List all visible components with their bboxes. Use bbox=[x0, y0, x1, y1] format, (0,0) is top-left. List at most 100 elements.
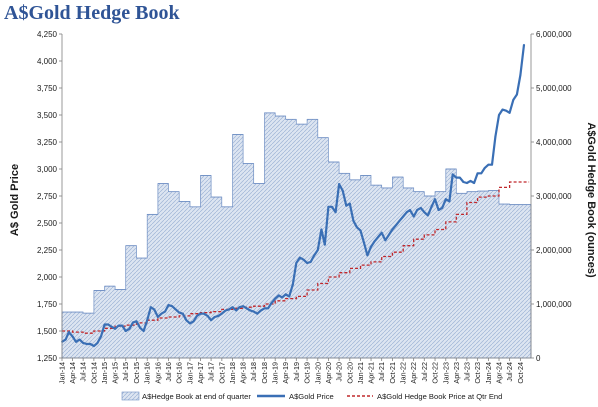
gold-price-point bbox=[213, 316, 216, 318]
y-tick-label-left: 4,250 bbox=[37, 30, 58, 39]
gold-price-point bbox=[320, 228, 323, 231]
x-tick-label: Oct-19 bbox=[303, 362, 312, 384]
x-tick-label: Apr-22 bbox=[409, 362, 418, 384]
x-tick-label: Jul-14 bbox=[79, 362, 88, 382]
gold-price-point bbox=[114, 327, 117, 330]
gold-price-point bbox=[341, 189, 344, 192]
gold-price-point bbox=[96, 341, 99, 344]
gold-price-point bbox=[423, 211, 426, 214]
gold-price-point bbox=[245, 307, 248, 310]
x-tick-label: Jul-17 bbox=[207, 362, 216, 382]
y-tick-label-left: 2,000 bbox=[37, 273, 58, 282]
gold-price-point bbox=[103, 323, 106, 326]
hedge-price-line bbox=[62, 181, 530, 334]
y-tick-label-right: 5,000,000 bbox=[536, 84, 572, 93]
gold-price-point bbox=[263, 307, 266, 310]
gold-price-point bbox=[487, 163, 490, 166]
gold-price-point bbox=[455, 176, 458, 179]
gold-price-point bbox=[331, 205, 333, 208]
gold-price-point bbox=[181, 312, 184, 315]
gold-price-point bbox=[377, 236, 380, 238]
x-tick-label: Apr-18 bbox=[239, 362, 248, 384]
gold-price-point bbox=[466, 182, 468, 184]
gold-price-point bbox=[288, 295, 291, 298]
y-tick-label-left: 4,000 bbox=[37, 57, 58, 66]
x-tick-label: Oct-14 bbox=[89, 362, 98, 384]
gold-price-point bbox=[195, 314, 198, 317]
gold-price-point bbox=[260, 309, 262, 312]
y-tick-label-left: 1,750 bbox=[37, 300, 58, 309]
y-tick-label-right: 4,000,000 bbox=[536, 138, 572, 147]
gold-price-point bbox=[128, 327, 131, 330]
gold-price-point bbox=[139, 326, 142, 329]
gold-price-point bbox=[189, 322, 191, 325]
x-tick-label: Jul-24 bbox=[505, 362, 514, 382]
gold-price-point bbox=[270, 302, 273, 304]
gold-price-point bbox=[302, 258, 305, 261]
y-tick-label-right: 0 bbox=[536, 354, 541, 363]
gold-price-point bbox=[416, 209, 419, 211]
x-tick-label: Apr-21 bbox=[367, 362, 376, 384]
x-tick-label: Jul-20 bbox=[335, 362, 344, 382]
gold-price-point bbox=[316, 249, 319, 251]
x-tick-label: Jan-15 bbox=[100, 362, 109, 384]
axes: 1,250 1,500 1,750 2,000 2,250 2,500 2,750 3,000… bbox=[37, 30, 572, 384]
gold-price-point bbox=[444, 198, 447, 201]
y-tick-label-left: 1,250 bbox=[37, 354, 58, 363]
gold-price-point bbox=[494, 135, 497, 138]
gold-price-point bbox=[274, 297, 277, 300]
gold-price-point bbox=[327, 205, 330, 208]
y-tick-label-left: 3,750 bbox=[37, 84, 58, 93]
chart-title: A$Gold Hedge Book bbox=[4, 2, 180, 24]
gold-price-point bbox=[441, 206, 444, 209]
x-tick-label: Jul-23 bbox=[462, 362, 471, 382]
gold-price-point bbox=[323, 243, 326, 246]
gold-price-point bbox=[384, 239, 387, 242]
x-tick-label: Jan-18 bbox=[228, 362, 237, 384]
x-tick-label: Jul-18 bbox=[249, 362, 258, 382]
x-tick-label: Jan-21 bbox=[356, 362, 365, 384]
gold-price-point bbox=[391, 228, 394, 231]
x-tick-label: Jul-22 bbox=[420, 362, 429, 382]
gold-price-point bbox=[220, 312, 223, 315]
gold-price-point bbox=[206, 314, 209, 317]
gold-price-point bbox=[149, 306, 152, 309]
gold-price-point bbox=[281, 296, 283, 299]
x-tick-label: Oct-24 bbox=[516, 362, 525, 384]
y-tick-label-right: 6,000,000 bbox=[536, 30, 572, 39]
gold-price-point bbox=[519, 74, 522, 76]
y-tick-label-right: 3,000,000 bbox=[536, 192, 572, 201]
x-tick-label: Jul-21 bbox=[377, 362, 386, 382]
y-tick-label-left: 2,750 bbox=[37, 192, 58, 201]
gold-price-point bbox=[210, 319, 212, 322]
gold-price-point bbox=[121, 324, 124, 327]
legend-label-gold-price: A$Gold Price bbox=[289, 392, 334, 401]
gold-price-point bbox=[78, 338, 81, 341]
y-tick-label-right: 1,000,000 bbox=[536, 300, 572, 309]
gold-price-point bbox=[228, 308, 230, 311]
gold-price-point bbox=[469, 179, 472, 182]
gold-price-point bbox=[299, 256, 301, 259]
gold-price-point bbox=[458, 176, 461, 179]
gold-price-point bbox=[71, 335, 74, 338]
gold-price-point bbox=[395, 224, 397, 227]
gold-price-point bbox=[430, 205, 433, 208]
gold-price-point bbox=[334, 211, 337, 214]
x-tick-label: Oct-23 bbox=[473, 362, 482, 384]
legend-label-hedge-book: A$Hedge Book at end of quarter bbox=[142, 392, 251, 401]
gold-price-point bbox=[380, 231, 383, 234]
gold-price-point bbox=[491, 163, 493, 166]
gold-price-point bbox=[185, 319, 188, 322]
legend: A$Hedge Book at end of quarter A$Gold Pr… bbox=[121, 391, 502, 401]
gold-price-point bbox=[448, 200, 451, 203]
gold-price-point bbox=[409, 209, 411, 211]
y-tick-label-left: 2,250 bbox=[37, 246, 58, 255]
gold-price-point bbox=[107, 323, 110, 326]
gold-price-point bbox=[164, 310, 166, 313]
gold-price-point bbox=[480, 172, 483, 175]
plot-area bbox=[61, 43, 532, 359]
gold-price-point bbox=[295, 262, 298, 264]
x-tick-label: Apr-20 bbox=[324, 362, 333, 384]
x-tick-label: Jul-16 bbox=[164, 362, 173, 382]
